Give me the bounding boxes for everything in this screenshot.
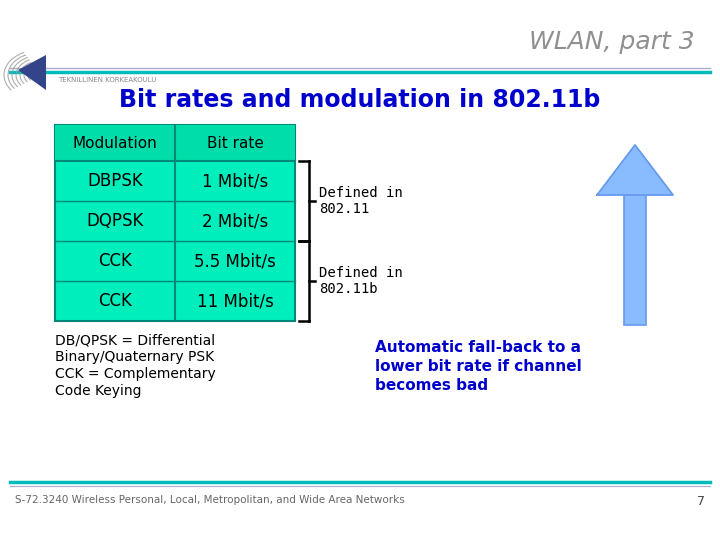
Text: Bit rate: Bit rate	[207, 136, 264, 151]
Text: Defined in
802.11: Defined in 802.11	[319, 186, 402, 216]
Text: 7: 7	[697, 495, 705, 508]
Text: DBPSK: DBPSK	[87, 172, 143, 190]
Text: CCK = Complementary: CCK = Complementary	[55, 367, 216, 381]
Text: DQPSK: DQPSK	[86, 212, 144, 230]
Text: CCK: CCK	[98, 252, 132, 270]
Text: 5.5 Mbit/s: 5.5 Mbit/s	[194, 252, 276, 270]
Text: Code Keying: Code Keying	[55, 384, 142, 398]
Text: Bit rates and modulation in 802.11b: Bit rates and modulation in 802.11b	[120, 88, 600, 112]
Bar	[55, 125, 295, 161]
Text: CCK: CCK	[98, 292, 132, 310]
Text: Modulation: Modulation	[73, 136, 158, 151]
Text: WLAN, part 3: WLAN, part 3	[529, 30, 695, 54]
Text: Automatic fall-back to a: Automatic fall-back to a	[375, 340, 581, 355]
Bar	[624, 195, 646, 325]
Polygon shape	[597, 145, 673, 195]
Text: lower bit rate if channel: lower bit rate if channel	[375, 359, 582, 374]
Text: becomes bad: becomes bad	[375, 378, 488, 393]
Text: S-72.3240 Wireless Personal, Local, Metropolitan, and Wide Area Networks: S-72.3240 Wireless Personal, Local, Metr…	[15, 495, 405, 505]
Text: 11 Mbit/s: 11 Mbit/s	[197, 292, 274, 310]
Text: Defined in
802.11b: Defined in 802.11b	[319, 266, 402, 296]
Text: 2 Mbit/s: 2 Mbit/s	[202, 212, 268, 230]
Text: DB/QPSK = Differential: DB/QPSK = Differential	[55, 333, 215, 347]
Text: 1 Mbit/s: 1 Mbit/s	[202, 172, 268, 190]
Text: TEKNILLINEN KORKEAKOULU: TEKNILLINEN KORKEAKOULU	[58, 77, 156, 83]
Bar	[55, 125, 295, 321]
Text: Binary/Quaternary PSK: Binary/Quaternary PSK	[55, 350, 214, 364]
Polygon shape	[18, 55, 46, 90]
